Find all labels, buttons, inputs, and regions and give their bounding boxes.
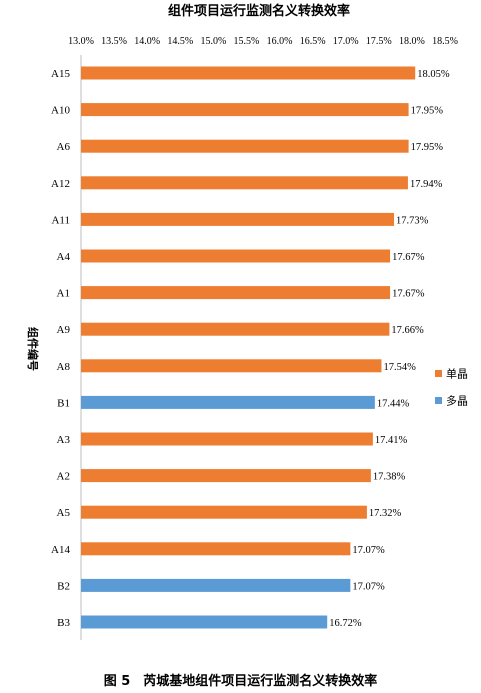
- legend-swatch: [435, 397, 442, 404]
- data-label: 16.72%: [329, 618, 362, 629]
- data-label: 17.95%: [411, 106, 444, 117]
- x-tick-label: 15.0%: [200, 36, 226, 47]
- category-label: A2: [57, 471, 70, 483]
- chart-title: 组件项目运行监测名义转换效率: [168, 3, 350, 19]
- x-axis-ticks: 13.0% 13.5% 14.0% 14.5% 15.0% 15.5% 16.0% 16.5%…: [68, 36, 458, 47]
- category-label: A12: [51, 178, 70, 190]
- category-labels: A15 A10 A6 A12 A11 A4 A1 A9 A8 B1 A3 A2 A5 A14 B2 B3: [51, 68, 70, 629]
- legend-swatch: [435, 370, 442, 377]
- bar-a6: [81, 139, 409, 153]
- x-tick-label: 17.0%: [333, 36, 359, 47]
- x-tick-label: 14.5%: [167, 36, 193, 47]
- bar-a1: [81, 286, 391, 300]
- x-tick-label: 16.5%: [300, 36, 326, 47]
- category-label: B3: [57, 617, 70, 629]
- data-labels: 18.05% 17.95% 17.95% 17.94% 17.73% 17.67% 17.6…: [329, 69, 450, 629]
- x-tick-label: 13.5%: [101, 36, 127, 47]
- bar-a2: [81, 469, 371, 483]
- category-label: A8: [57, 361, 71, 373]
- data-label: 17.66%: [391, 325, 424, 336]
- x-tick-label: 14.0%: [134, 36, 160, 47]
- bar-a5: [81, 505, 367, 519]
- x-tick-label: 18.5%: [432, 36, 458, 47]
- data-label: 18.05%: [417, 69, 450, 80]
- data-label: 17.07%: [352, 581, 385, 592]
- category-label: A5: [57, 507, 71, 519]
- bar-a15: [81, 66, 416, 80]
- category-label: A6: [57, 141, 71, 153]
- data-label: 17.54%: [383, 362, 416, 373]
- bar-a9: [81, 322, 390, 336]
- bar-a14: [81, 542, 351, 556]
- legend-label: 多晶: [446, 394, 468, 408]
- bar-a4: [81, 249, 391, 263]
- bar-b1: [81, 395, 375, 409]
- bar-b2: [81, 578, 351, 592]
- x-tick-label: 16.0%: [267, 36, 293, 47]
- category-label: A15: [51, 68, 70, 80]
- legend-label: 单晶: [446, 368, 468, 381]
- x-tick-label: 15.5%: [234, 36, 260, 47]
- efficiency-bar-chart: 组件项目运行监测名义转换效率 13.0% 13.5% 14.0% 14.5% 15.0%…: [26, 3, 468, 640]
- category-label: A14: [51, 544, 70, 556]
- x-tick-label: 18.0%: [399, 36, 425, 47]
- data-label: 17.94%: [410, 179, 443, 190]
- bar-a10: [81, 103, 409, 117]
- figure-caption: 图 5 芮城基地组件项目运行监测名义转换效率: [103, 674, 378, 689]
- category-label: A1: [57, 288, 70, 300]
- x-tick-label: 13.0%: [68, 36, 94, 47]
- data-label: 17.38%: [373, 472, 406, 483]
- bar-b3: [81, 615, 328, 629]
- category-label: A4: [57, 251, 71, 263]
- category-label: B1: [57, 397, 70, 409]
- y-axis-title: 组件编号: [26, 327, 40, 371]
- data-label: 17.32%: [369, 508, 402, 519]
- x-tick-label: 17.5%: [366, 36, 392, 47]
- data-label: 17.95%: [411, 142, 444, 153]
- category-label: A11: [51, 214, 70, 226]
- data-label: 17.41%: [375, 435, 408, 446]
- bar-a11: [81, 212, 395, 226]
- data-label: 17.67%: [392, 289, 425, 300]
- category-label: A9: [57, 324, 71, 336]
- data-label: 17.44%: [377, 398, 410, 409]
- data-label: 17.67%: [392, 252, 425, 263]
- category-label: A3: [57, 434, 71, 446]
- bar-a12: [81, 176, 408, 190]
- bars: [81, 66, 416, 629]
- bar-a8: [81, 359, 382, 373]
- category-label: A10: [51, 105, 70, 117]
- category-label: B2: [57, 580, 70, 592]
- bar-a3: [81, 432, 373, 446]
- data-label: 17.07%: [352, 545, 385, 556]
- data-label: 17.73%: [396, 215, 429, 226]
